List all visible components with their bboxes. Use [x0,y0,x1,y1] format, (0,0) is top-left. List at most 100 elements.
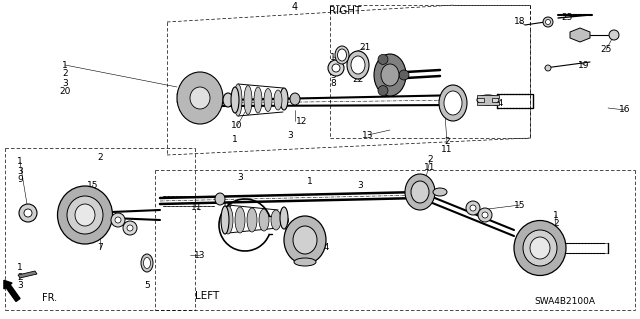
Ellipse shape [411,181,429,203]
Ellipse shape [259,209,269,231]
Circle shape [332,64,340,72]
Text: 8: 8 [330,79,336,88]
Ellipse shape [293,226,317,254]
Text: 25: 25 [561,13,573,23]
Text: 3: 3 [17,167,23,175]
Ellipse shape [223,206,233,234]
Text: 7: 7 [97,243,103,253]
Ellipse shape [439,85,467,121]
Ellipse shape [347,51,369,79]
Text: 1: 1 [307,177,313,187]
Text: 2: 2 [62,70,68,78]
Text: 15: 15 [87,181,99,189]
Text: 14: 14 [186,78,198,87]
Ellipse shape [254,87,262,113]
Ellipse shape [271,210,281,230]
Text: 5: 5 [144,280,150,290]
Ellipse shape [221,206,229,234]
Ellipse shape [530,237,550,259]
Text: SWA4B2100A: SWA4B2100A [534,298,595,307]
Ellipse shape [274,90,282,110]
Text: 21: 21 [359,43,371,53]
Circle shape [609,30,619,40]
Text: 17: 17 [574,33,586,42]
Text: 20: 20 [60,87,70,97]
Ellipse shape [231,87,239,113]
Circle shape [111,213,125,227]
Text: 1: 1 [62,61,68,70]
Text: 22: 22 [353,76,364,85]
FancyArrow shape [4,280,20,301]
Ellipse shape [177,72,223,124]
Text: 3: 3 [62,78,68,87]
Text: 11: 11 [441,145,452,154]
Ellipse shape [141,254,153,272]
Circle shape [115,217,121,223]
Ellipse shape [234,84,242,116]
Circle shape [545,19,550,25]
Ellipse shape [247,208,257,232]
Text: 14: 14 [319,243,331,253]
Text: FR.: FR. [42,293,57,303]
Polygon shape [477,95,499,105]
Text: 1: 1 [17,263,23,272]
Ellipse shape [280,88,288,110]
Ellipse shape [280,207,288,229]
Ellipse shape [75,204,95,226]
Ellipse shape [405,174,435,210]
Ellipse shape [284,216,326,264]
Text: 2: 2 [330,62,336,70]
Text: 2: 2 [553,219,559,228]
Text: 11: 11 [424,164,436,173]
Text: 15: 15 [515,201,525,210]
Text: 2: 2 [17,272,23,281]
Text: 3: 3 [357,181,363,189]
Text: 3: 3 [330,70,336,79]
Text: 4: 4 [292,2,298,12]
Circle shape [466,201,480,215]
Text: 9: 9 [17,175,23,184]
Ellipse shape [444,91,462,115]
Text: 3: 3 [553,228,559,238]
Text: 20: 20 [550,238,562,247]
Ellipse shape [294,258,316,266]
Ellipse shape [223,93,233,107]
Text: LEFT: LEFT [195,291,220,301]
Circle shape [328,60,344,76]
Text: 18: 18 [515,18,525,26]
Ellipse shape [337,49,346,61]
Text: 1: 1 [17,158,23,167]
Ellipse shape [244,85,252,115]
Circle shape [24,209,32,217]
Ellipse shape [374,54,406,96]
Circle shape [543,17,553,27]
Circle shape [378,85,388,96]
Text: 3: 3 [17,281,23,291]
Ellipse shape [215,193,225,205]
Circle shape [545,65,551,71]
Circle shape [482,212,488,218]
Text: 1: 1 [330,53,336,62]
Ellipse shape [335,46,349,64]
Polygon shape [18,271,37,278]
Ellipse shape [381,64,399,86]
Circle shape [19,204,37,222]
Ellipse shape [351,56,365,74]
Text: 12: 12 [296,116,308,125]
Text: 6: 6 [517,231,523,240]
Text: 11: 11 [191,204,203,212]
Text: 2: 2 [444,137,450,146]
Ellipse shape [290,93,300,105]
Text: 2: 2 [97,153,103,162]
Circle shape [123,221,137,235]
Text: 16: 16 [620,106,631,115]
Text: 1: 1 [553,211,559,219]
Text: 13: 13 [362,130,374,139]
Text: 3: 3 [287,130,293,139]
Circle shape [378,55,388,64]
Ellipse shape [58,186,113,244]
Text: 1: 1 [232,136,238,145]
Text: 12: 12 [222,204,234,212]
Text: 25: 25 [600,46,612,55]
Circle shape [470,205,476,211]
